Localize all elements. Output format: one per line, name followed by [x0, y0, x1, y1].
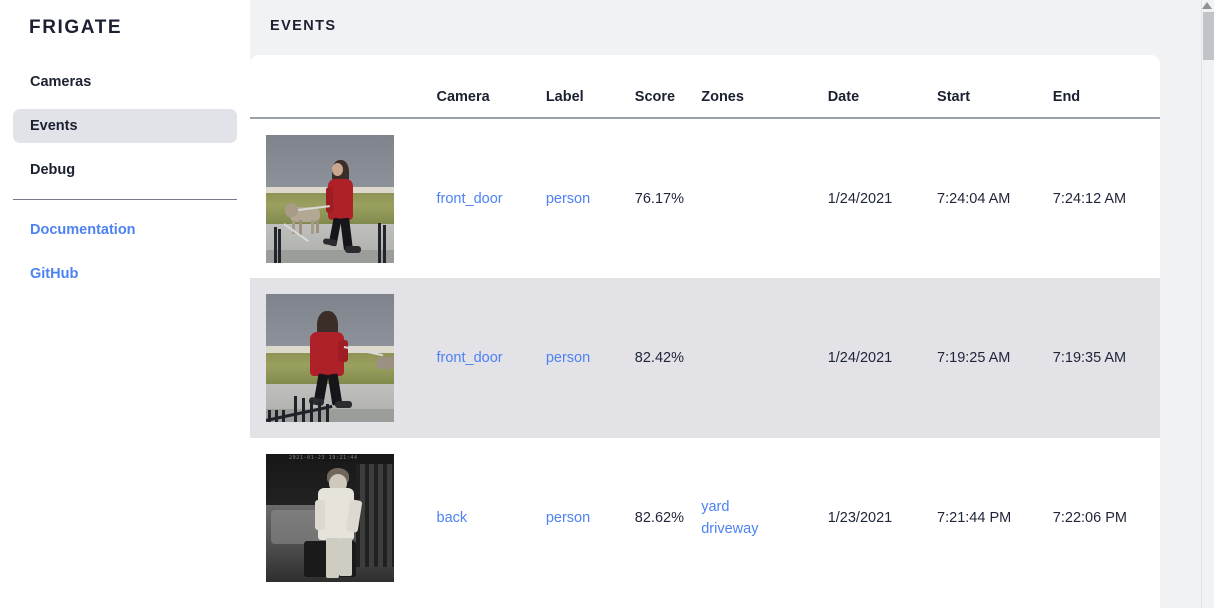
event-score: 82.62%	[634, 510, 684, 526]
sidebar-external-links: Documentation GitHub	[0, 216, 250, 288]
scrollbar-thumb[interactable]	[1203, 12, 1214, 60]
event-camera-cell: back	[437, 438, 546, 598]
sidebar-item-cameras[interactable]: Cameras	[30, 74, 92, 90]
sidebar-link-documentation[interactable]: Documentation	[30, 222, 136, 238]
event-label-link[interactable]: person	[545, 510, 591, 526]
column-header-label[interactable]: Label	[545, 55, 635, 119]
table-row[interactable]: front_door person 76.17% 1/24/2021 7:24:…	[250, 118, 1160, 278]
event-camera-cell: front_door	[437, 278, 546, 438]
app-brand-title: FRIGATE	[29, 17, 123, 38]
event-start: 7:19:25 AM	[937, 350, 1011, 366]
column-header-end[interactable]: End	[1052, 55, 1160, 119]
column-header-score[interactable]: Score	[634, 55, 702, 119]
sidebar-link-github[interactable]: GitHub	[30, 266, 79, 282]
column-header-start[interactable]: Start	[937, 55, 1053, 119]
event-zones-cell	[701, 118, 827, 278]
thumbnail-timestamp-overlay: 2021-01-23 19:21:44	[289, 455, 358, 461]
table-row[interactable]: 2021-01-23 19:21:44 back person 82.62% y…	[250, 438, 1160, 598]
table-row[interactable]: front_door person 82.42% 1/24/2021 7:19:…	[250, 278, 1160, 438]
column-header-camera[interactable]: Camera	[436, 55, 546, 119]
event-date: 1/24/2021	[827, 190, 893, 207]
event-date: 1/24/2021	[827, 350, 893, 366]
event-label-link[interactable]: person	[545, 190, 591, 207]
page-title: EVENTS	[270, 18, 337, 34]
event-end: 7:22:06 PM	[1052, 510, 1127, 526]
event-zone-link[interactable]: yard	[701, 498, 730, 515]
event-start: 7:24:04 AM	[937, 190, 1011, 207]
sidebar-item-events[interactable]: Events	[13, 109, 237, 143]
sidebar-nav: Cameras Events Debug	[0, 65, 250, 187]
event-camera-link[interactable]: front_door	[436, 350, 503, 366]
event-end: 7:24:12 AM	[1052, 190, 1127, 207]
event-zones-cell	[701, 278, 827, 438]
event-label-link[interactable]: person	[545, 350, 591, 366]
event-camera-cell: front_door	[437, 118, 546, 278]
event-label-cell: person	[546, 438, 635, 598]
column-header-zones[interactable]: Zones	[701, 55, 828, 119]
column-header-thumbnail[interactable]	[250, 55, 437, 119]
event-label-cell: person	[546, 118, 635, 278]
scroll-up-arrow-icon[interactable]	[1202, 2, 1212, 9]
event-end: 7:19:35 AM	[1052, 350, 1127, 366]
event-thumbnail-image[interactable]	[266, 294, 394, 422]
event-thumbnail-cell[interactable]	[250, 278, 437, 438]
event-date: 1/23/2021	[827, 510, 893, 526]
sidebar: FRIGATE Cameras Events Debug Documentati…	[0, 0, 250, 608]
sidebar-divider	[13, 199, 237, 200]
events-card: Camera Label Score Zones Date Start End	[250, 55, 1160, 608]
event-camera-link[interactable]: front_door	[436, 190, 503, 207]
page-scrollbar[interactable]	[1201, 0, 1214, 608]
column-header-date[interactable]: Date	[827, 55, 938, 119]
event-start: 7:21:44 PM	[937, 510, 1012, 526]
event-thumbnail-cell[interactable]	[250, 118, 437, 278]
sidebar-item-debug[interactable]: Debug	[30, 162, 76, 178]
event-zones-cell: yard driveway	[701, 438, 827, 598]
events-table: Camera Label Score Zones Date Start End	[250, 55, 1160, 598]
events-table-head: Camera Label Score Zones Date Start End	[250, 55, 1160, 119]
event-thumbnail-image[interactable]	[266, 134, 394, 263]
event-thumbnail-cell[interactable]: 2021-01-23 19:21:44	[250, 438, 437, 598]
event-score: 76.17%	[634, 190, 684, 207]
event-thumbnail-image[interactable]: 2021-01-23 19:21:44	[266, 454, 394, 582]
event-camera-link[interactable]: back	[436, 510, 468, 526]
events-table-body: front_door person 76.17% 1/24/2021 7:24:…	[250, 118, 1160, 598]
event-zone-link[interactable]: driveway	[701, 521, 759, 537]
table-header-row: Camera Label Score Zones Date Start End	[250, 55, 1160, 119]
event-label-cell: person	[546, 278, 635, 438]
event-score: 82.42%	[634, 350, 684, 366]
